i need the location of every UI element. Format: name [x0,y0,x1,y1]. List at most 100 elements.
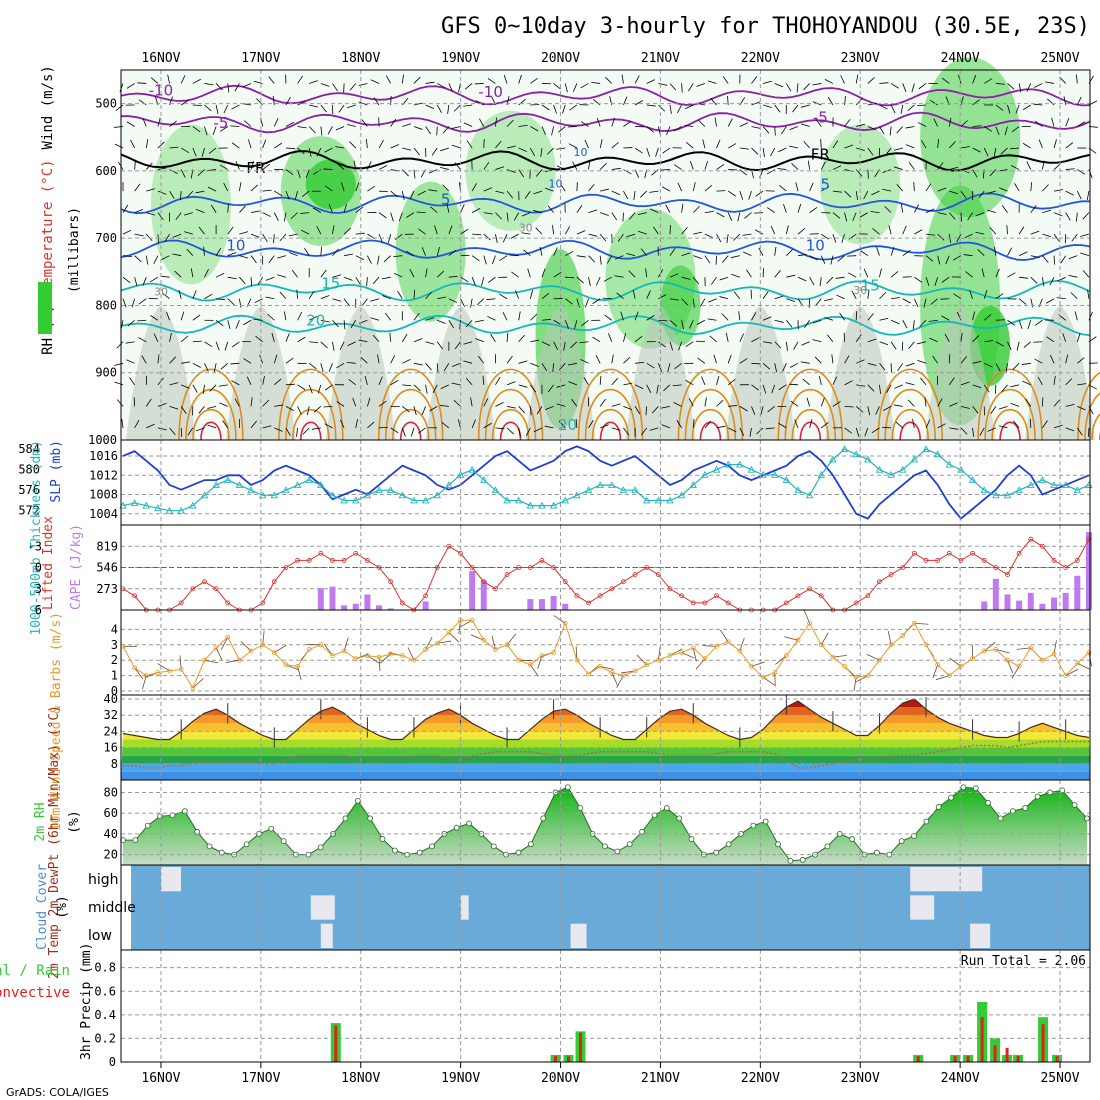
wind-barb [640,248,648,256]
wind-barb [681,298,689,306]
wind-barb [297,406,302,415]
wind-barb [681,252,691,257]
cape-tick-label: 273 [96,582,118,596]
contour-label: 10 [574,146,588,159]
wind-barb [673,126,682,132]
li-point [446,543,452,549]
wind-barb [751,312,757,321]
wind-barb [243,319,252,326]
wind-barb [524,190,531,199]
isotherm-line [391,409,430,441]
thickness-point [526,501,535,509]
wind-barb [1018,226,1025,235]
li-point [341,558,347,563]
wind-barb [995,126,1000,136]
isotherm-line [984,388,1036,441]
wind-barb [786,320,793,328]
wind-barb [544,425,554,429]
wind-barb [762,363,771,370]
wind-barb [591,81,601,84]
panel-frame [120,949,1091,1063]
wind-barb [588,160,591,170]
wind-barb [273,212,279,221]
wind-barb [219,402,228,407]
wind-barb [1001,384,1008,392]
wind-barb [169,332,172,342]
wind-barb [929,99,938,106]
isotherm-line [584,388,637,441]
wind-barb [852,212,857,222]
wind-barb [983,290,988,299]
wind-barb [250,397,253,407]
wind-barb [384,312,391,321]
wind-barb [122,276,131,284]
wind-barb [378,376,383,385]
wind-barb [919,319,927,327]
wind-barb [588,420,594,429]
thickness-point [701,470,709,478]
cape-bar [1016,600,1023,610]
rh-point [453,824,460,831]
wind-barb [274,190,283,197]
wind-barb [471,255,480,262]
wind-barb [1034,83,1043,88]
wind-barb [352,397,357,407]
rh-point [527,841,534,848]
wind-tick-label: 4 [111,622,118,636]
rh-point [317,844,324,851]
top-date-label: 23NOV [841,51,880,66]
wind-barb [678,341,682,351]
wind-barb [453,104,461,112]
wind-barb [464,83,473,90]
wind-barb [652,406,659,414]
chart-title: GFS 0~10day 3-hourly for THOHOYANDOU (30… [441,14,1090,39]
wind-barb [324,423,333,429]
wind-barb [279,291,287,299]
wind-barb [972,335,980,343]
wind-barb [202,384,205,394]
wind-barb [487,315,496,321]
wind-barb [402,123,411,127]
wind-barb [751,384,759,391]
wind-barb [770,147,776,157]
bottom-date-axis: 16NOV 17NOV 18NOV 19NOV 20NOV 21NOV 22NOV 23NOV… [141,1062,1080,1086]
wind-barb [886,384,892,393]
wind-barb [157,403,167,407]
wind-barb [429,406,438,412]
wind-barb [969,290,973,299]
wind-barb [343,320,346,330]
wind-barb [390,212,394,222]
wind-barb [611,212,618,221]
li-point [632,572,638,577]
cape-bar [1027,592,1034,610]
wind-barb [646,104,656,107]
wind-barb [1080,252,1090,257]
wind-barb [274,404,284,407]
wind-barb [809,419,813,428]
rh-point [614,848,621,855]
wind-barb [483,212,493,215]
wind-barb [145,233,153,242]
y-tick-label: 800 [95,298,117,312]
li-tick-label: 3 [35,582,42,596]
wind-barb [855,334,862,343]
wind-barb [941,315,950,321]
wind-barb [995,83,1005,85]
wind-barb [487,78,496,84]
wind-barb [662,147,671,154]
wind-barb [824,316,834,321]
thickness-series-line [122,448,1090,512]
wind-barb [378,212,387,219]
thickness-point [829,455,837,463]
wind-barb [116,399,124,407]
isotherm-line [1084,392,1100,441]
wind-barb [350,320,357,329]
wind-barb [234,398,240,407]
wind-barb [218,384,228,387]
wind-barb [672,384,682,387]
wind-barb [1018,298,1027,305]
wind-barb [1049,277,1055,286]
wind-barb [212,126,217,136]
wind-barb [917,122,927,127]
